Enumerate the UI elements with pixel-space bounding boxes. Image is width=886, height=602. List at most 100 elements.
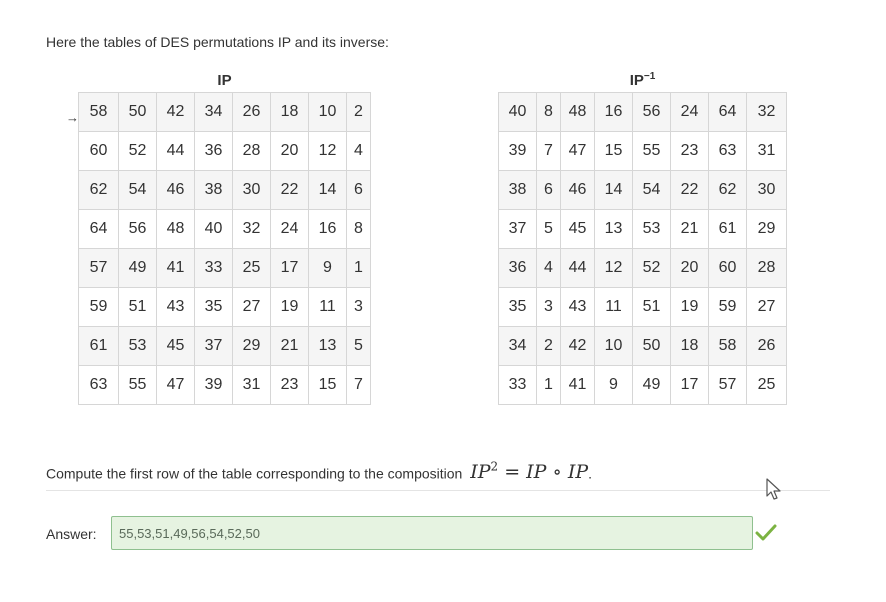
ip-cell: 46: [156, 170, 195, 210]
ip-cell: 34: [194, 92, 233, 132]
ipinv-cell: 51: [632, 287, 671, 327]
ip-row: 59 51 43 35 27 19 11 3: [78, 287, 371, 327]
ip-inverse-table-block: IP−1 40 8 48 16 56 24 64 32 39 7 47 15 55 23 63 31 38 6 46…: [498, 70, 787, 405]
ip-cell: 20: [270, 131, 309, 171]
ip-row: 64 56 48 40 32 24 16 8: [78, 209, 371, 249]
ip-row: 62 54 46 38 30 22 14 6: [78, 170, 371, 210]
answer-input[interactable]: [111, 516, 753, 550]
ip-cell: 26: [232, 92, 271, 132]
ip-row: 63 55 47 39 31 23 15 7: [78, 365, 371, 405]
ip-cell: 9: [308, 248, 347, 288]
ipinv-cell: 20: [670, 248, 709, 288]
ipinv-cell: 42: [560, 326, 595, 366]
formula-exponent: 2: [490, 460, 499, 474]
ip-row: 57 49 41 33 25 17 9 1: [78, 248, 371, 288]
ip-cell: 52: [118, 131, 157, 171]
ipinv-cell: 35: [498, 287, 537, 327]
ipinv-cell: 10: [594, 326, 633, 366]
composition-formula: IP2 = IP ∘ IP: [470, 460, 589, 484]
ipinv-cell: 56: [632, 92, 671, 132]
ip-cell: 12: [308, 131, 347, 171]
ipinv-cell: 43: [560, 287, 595, 327]
row-arrow-icon: →: [66, 110, 79, 125]
ipinv-cell: 9: [594, 365, 633, 405]
ipinv-cell: 6: [536, 170, 561, 210]
ipinv-cell: 46: [560, 170, 595, 210]
ip-cell: 64: [78, 209, 119, 249]
ip-cell: 37: [194, 326, 233, 366]
ip-cell: 32: [232, 209, 271, 249]
ip-cell: 27: [232, 287, 271, 327]
ip-cell: 16: [308, 209, 347, 249]
ip-inverse-table: 40 8 48 16 56 24 64 32 39 7 47 15 55 23 63 31 38 6 46 14 54 2…: [498, 92, 787, 405]
ip-cell: 3: [346, 287, 371, 327]
formula-lhs: IP: [470, 461, 491, 484]
ip-cell: 24: [270, 209, 309, 249]
ip-cell: 60: [78, 131, 119, 171]
ip-cell: 1: [346, 248, 371, 288]
ip-cell: 43: [156, 287, 195, 327]
ip-row: 61 53 45 37 29 21 13 5: [78, 326, 371, 366]
ipinv-cell: 30: [746, 170, 787, 210]
ip-cell: 23: [270, 365, 309, 405]
ip-cell: 59: [78, 287, 119, 327]
ip-cell: 53: [118, 326, 157, 366]
ip-cell: 4: [346, 131, 371, 171]
ipinv-cell: 28: [746, 248, 787, 288]
ip-cell: 61: [78, 326, 119, 366]
ipinv-cell: 16: [594, 92, 633, 132]
ipinv-cell: 23: [670, 131, 709, 171]
ip-cell: 48: [156, 209, 195, 249]
ipinv-cell: 39: [498, 131, 537, 171]
ip-cell: 6: [346, 170, 371, 210]
ip-cell: 56: [118, 209, 157, 249]
ipinv-cell: 27: [746, 287, 787, 327]
ipinv-cell: 57: [708, 365, 747, 405]
ip-cell: 50: [118, 92, 157, 132]
ipinv-cell: 61: [708, 209, 747, 249]
ipinv-cell: 64: [708, 92, 747, 132]
ipinv-cell: 29: [746, 209, 787, 249]
ip-cell: 18: [270, 92, 309, 132]
ipinv-cell: 38: [498, 170, 537, 210]
ipinv-cell: 2: [536, 326, 561, 366]
ipinv-cell: 8: [536, 92, 561, 132]
ipinv-cell: 58: [708, 326, 747, 366]
ipinv-cell: 34: [498, 326, 537, 366]
ipinv-cell: 21: [670, 209, 709, 249]
ip-cell: 63: [78, 365, 119, 405]
ip-cell: 36: [194, 131, 233, 171]
ipinv-cell: 14: [594, 170, 633, 210]
ipinv-cell: 54: [632, 170, 671, 210]
divider: [46, 490, 830, 491]
ip-cell: 19: [270, 287, 309, 327]
ipinv-cell: 22: [670, 170, 709, 210]
ipinv-cell: 4: [536, 248, 561, 288]
ipinv-cell: 25: [746, 365, 787, 405]
ipinv-cell: 26: [746, 326, 787, 366]
ip-cell: 44: [156, 131, 195, 171]
ipinv-cell: 12: [594, 248, 633, 288]
ipinv-cell: 33: [498, 365, 537, 405]
ip-cell: 42: [156, 92, 195, 132]
ipinv-row: 35 3 43 11 51 19 59 27: [498, 287, 787, 327]
ip-cell: 13: [308, 326, 347, 366]
ip-cell: 33: [194, 248, 233, 288]
ipinv-row: 38 6 46 14 54 22 62 30: [498, 170, 787, 210]
ipinv-cell: 24: [670, 92, 709, 132]
ipinv-cell: 37: [498, 209, 537, 249]
ipinv-cell: 15: [594, 131, 633, 171]
ip-inverse-title-text: IP: [629, 72, 644, 89]
ip-cell: 54: [118, 170, 157, 210]
ip-cell: 47: [156, 365, 195, 405]
formula-rhs: = IP ∘ IP: [498, 461, 589, 484]
ip-cell: 21: [270, 326, 309, 366]
ipinv-cell: 40: [498, 92, 537, 132]
ip-cell: 51: [118, 287, 157, 327]
ipinv-cell: 17: [670, 365, 709, 405]
ipinv-cell: 18: [670, 326, 709, 366]
ipinv-cell: 13: [594, 209, 633, 249]
ipinv-cell: 62: [708, 170, 747, 210]
ip-cell: 7: [346, 365, 371, 405]
ipinv-cell: 55: [632, 131, 671, 171]
